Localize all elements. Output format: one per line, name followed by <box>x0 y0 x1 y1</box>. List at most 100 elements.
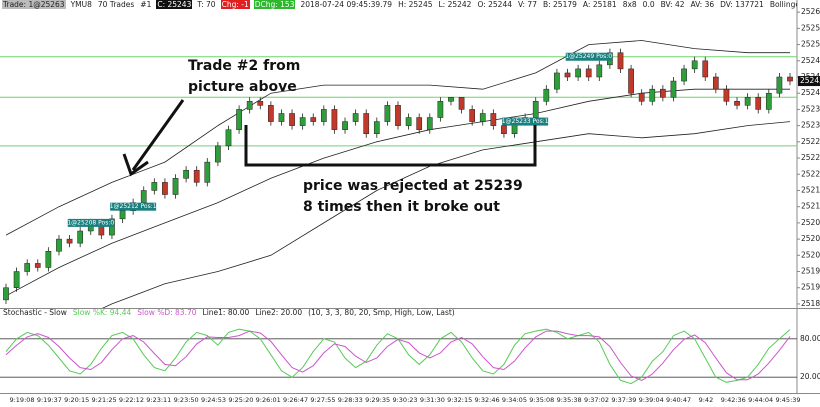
candle-body <box>278 113 285 122</box>
candle-body <box>172 178 179 195</box>
trade-tag <box>110 202 157 211</box>
bollinger-band <box>102 121 791 308</box>
x-tick-label: 9:34:05 <box>502 396 527 404</box>
header-item: H: 25245 <box>398 0 433 9</box>
y-tick-label: 80.00 <box>800 334 820 343</box>
trade-marker: 1@25208 Pos:0 <box>67 218 114 227</box>
annotation-arrowhead <box>122 153 149 177</box>
candle-body <box>77 230 84 244</box>
candle-body <box>66 238 73 244</box>
candle-body <box>140 190 147 203</box>
candle-body <box>532 101 539 118</box>
x-tick-label: 9:21:25 <box>92 396 117 404</box>
trade-label: 1@25212 Pos:1 <box>110 203 157 210</box>
trade-label: 1@25208 Pos:0 <box>67 219 114 226</box>
header-item: 0.0 <box>642 0 655 9</box>
y-tick-label: 25196 <box>801 267 820 276</box>
trade-marker: 1@25233 Pos:1 <box>502 117 549 126</box>
candle-body <box>384 105 391 122</box>
annotation-text: 8 times then it broke out <box>303 199 500 215</box>
x-tick-label: 9:40:47 <box>666 396 691 404</box>
y-tick-label: 25236 <box>801 104 820 113</box>
header-item: Trade: 1@25263 <box>2 0 66 9</box>
candle-body <box>109 218 115 236</box>
y-tick-label: 25204 <box>801 234 820 243</box>
y-tick-label: 25200 <box>801 250 820 259</box>
candle-body <box>479 113 486 122</box>
header-item: BV: 42 <box>660 0 685 9</box>
x-tick-label: 9:19:08 <box>9 396 34 404</box>
candle-body <box>638 92 645 102</box>
header-item: L: 25242 <box>438 0 472 9</box>
header-item: T: 70 <box>197 0 216 9</box>
x-tick-label: 9:23:50 <box>174 396 199 404</box>
y-tick-label: 20.00 <box>800 372 820 381</box>
header-item: YMU8 <box>70 0 92 9</box>
candle-body <box>691 60 698 70</box>
candle-body <box>416 117 423 130</box>
candle-body <box>268 105 274 122</box>
candle-body <box>596 64 603 78</box>
x-tick-label: 9:37:39 <box>611 396 636 404</box>
x-tick-label: 9:25:20 <box>228 396 253 404</box>
x-tick-label: 9:29:35 <box>365 396 390 404</box>
x-tick-label: 9:39:04 <box>639 396 664 404</box>
candle-body <box>405 117 412 126</box>
header-item: Stochastic - Slow <box>3 308 67 317</box>
header-item: Line2: 20.00 <box>255 308 303 317</box>
candle-body <box>34 263 41 268</box>
x-tick-label: 9:20:15 <box>64 396 89 404</box>
candle-body <box>564 72 571 78</box>
header-item: A: 25181 <box>582 0 617 9</box>
header-item: DChg: 153 <box>253 0 296 9</box>
candle-body <box>554 72 560 90</box>
x-tick-label: 9:42 <box>699 396 714 404</box>
candle-body <box>437 101 444 118</box>
stochastic-line <box>5 328 791 385</box>
x-tick-label: 9:30:23 <box>392 396 417 404</box>
candle-body <box>257 101 264 106</box>
trade-marker: 1@25249 Pos:0 <box>565 52 612 61</box>
candle-body <box>469 109 476 122</box>
candle-body <box>45 251 52 268</box>
header-item: 8x8 <box>622 0 637 9</box>
x-tick-label: 9:31:30 <box>420 396 445 404</box>
header: Trade: 1@25263 YMU8 70 Trades #1 C: 25243 T: … <box>2 0 797 10</box>
header-item: B: 25179 <box>542 0 577 9</box>
price-panel: 1@25212 Pos:1 1@25208 Pos:0 1@25233 Pos:1 1… <box>0 40 797 308</box>
candle-body <box>24 263 31 272</box>
bollinger-band <box>5 88 790 297</box>
header-item: V: 77 <box>518 0 537 9</box>
candle-body <box>246 101 253 110</box>
x-tick-label: 9:37:02 <box>584 396 609 404</box>
header-item: 70 Trades <box>97 0 135 9</box>
candle-body <box>660 88 666 98</box>
candle-body <box>151 182 158 191</box>
candle-body <box>363 113 370 134</box>
x-tick-label: 9:23:11 <box>146 396 171 404</box>
stochastic-header: Stochastic - Slow Slow %K: 94.44 Slow %D: … <box>2 308 797 318</box>
annotation-text: Trade #2 from picture above <box>188 58 301 95</box>
y-tick-label: 25240 <box>801 88 820 97</box>
candle-body <box>458 97 465 110</box>
candle-body <box>320 109 327 122</box>
candle-body <box>225 129 232 147</box>
candle-body <box>501 125 507 134</box>
trade-label: 1@25233 Pos:1 <box>502 118 549 125</box>
candle-body <box>755 97 762 110</box>
annotation-text: price was rejected at 25239 <box>303 178 523 194</box>
y-tick-label: 25208 <box>801 218 820 227</box>
stochastic-panel <box>0 328 797 385</box>
candle-body <box>628 68 634 94</box>
candle-body <box>702 60 709 78</box>
candle-body <box>543 88 550 102</box>
stochastic-line <box>5 330 791 381</box>
trade-marker: 1@25212 Pos:1 <box>110 202 157 211</box>
candle-body <box>585 68 592 78</box>
x-tick-label: 9:22:12 <box>119 396 144 404</box>
header-item: DV: 137721 <box>720 0 764 9</box>
